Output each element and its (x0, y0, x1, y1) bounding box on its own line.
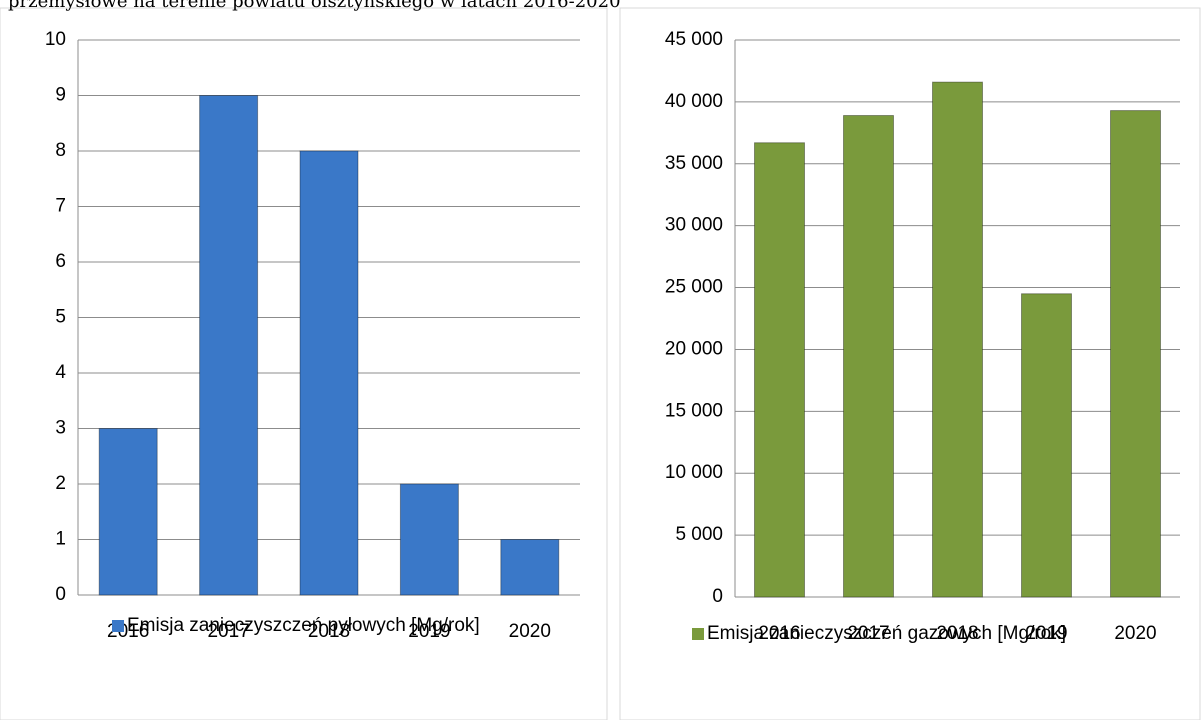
bar (843, 115, 894, 598)
x-tick-label: 2017 (847, 623, 889, 644)
panel (619, 7, 1201, 720)
y-tick-label: 7 (55, 196, 66, 217)
bar (98, 428, 158, 596)
bar (1021, 293, 1072, 598)
y-tick-label: 10 (45, 29, 66, 50)
y-tick-label: 0 (712, 586, 723, 607)
y-tick-label: 1 (55, 529, 66, 550)
bar (199, 95, 259, 596)
legend-swatch (112, 620, 124, 632)
bar (754, 142, 805, 598)
bar (932, 81, 983, 598)
bar (399, 483, 459, 596)
y-tick-label: 0 (55, 584, 66, 605)
y-tick-label: 8 (55, 140, 66, 161)
x-tick-label: 2020 (1114, 623, 1156, 644)
bar (1110, 110, 1161, 598)
y-tick-label: 6 (55, 251, 66, 272)
page-title: przemysłowe na terenie powiatu olsztyńsk… (8, 0, 621, 12)
y-tick-label: 3 (55, 418, 66, 439)
legend-swatch (692, 628, 704, 640)
x-tick-label: 2017 (207, 621, 249, 642)
y-tick-label: 15 000 (665, 400, 723, 421)
y-tick-label: 25 000 (665, 277, 723, 298)
x-tick-label: 2018 (936, 623, 978, 644)
x-tick-label: 2018 (308, 621, 350, 642)
bar (500, 539, 560, 596)
y-tick-label: 20 000 (665, 338, 723, 359)
y-tick-label: 45 000 (665, 29, 723, 50)
x-tick-label: 2016 (758, 623, 800, 644)
y-tick-label: 2 (55, 473, 66, 494)
x-tick-label: 2019 (408, 621, 450, 642)
x-tick-label: 2020 (509, 621, 551, 642)
y-tick-label: 4 (55, 362, 66, 383)
y-tick-label: 9 (55, 85, 66, 106)
y-tick-label: 5 000 (675, 524, 723, 545)
y-tick-label: 5 (55, 307, 66, 328)
y-tick-label: 40 000 (665, 91, 723, 112)
y-tick-label: 10 000 (665, 462, 723, 483)
y-tick-label: 35 000 (665, 153, 723, 174)
legend-label: Emisja zanieczyszczeń pyłowych [Mg/rok] (127, 615, 480, 636)
bar (299, 150, 359, 596)
x-tick-label: 2019 (1025, 623, 1067, 644)
y-tick-label: 30 000 (665, 215, 723, 236)
legend-label: Emisja zanieczyszczeń gazowych [Mg/rok] (707, 623, 1066, 644)
